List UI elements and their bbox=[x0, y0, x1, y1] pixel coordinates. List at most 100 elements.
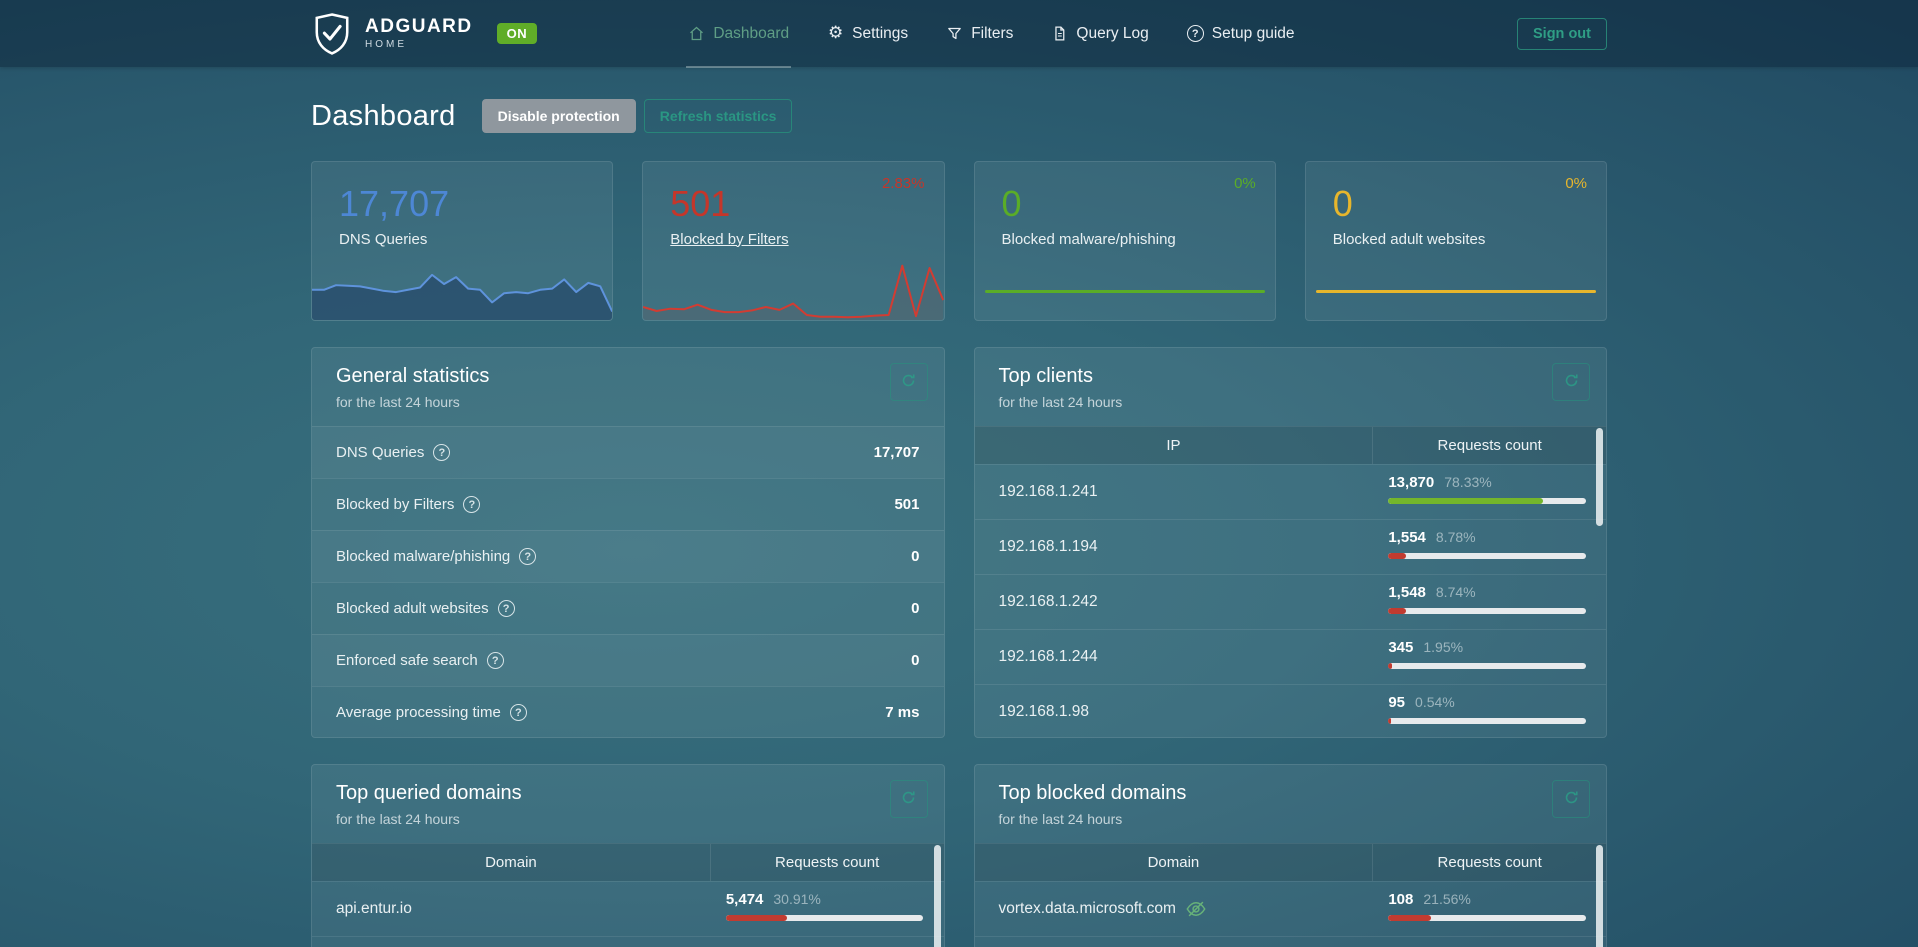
blocked-adult-sparkline bbox=[1315, 290, 1596, 293]
client-row: 192.168.1.241 13,870 78.33% bbox=[974, 464, 1606, 519]
client-row: 192.168.1.194 1,554 8.78% bbox=[974, 519, 1606, 574]
page-title: Dashboard bbox=[311, 99, 456, 132]
help-icon[interactable] bbox=[433, 444, 451, 461]
refresh-button[interactable] bbox=[1552, 780, 1590, 818]
stat-label: DNS Queries bbox=[336, 444, 425, 461]
refresh-statistics-button[interactable]: Refresh statistics bbox=[643, 99, 793, 133]
top-queried-subtitle: for the last 24 hours bbox=[336, 811, 460, 827]
brand-name: ADGUARD bbox=[365, 16, 473, 37]
general-statistics-title: General statistics bbox=[336, 365, 490, 387]
stat-label: Blocked by Filters bbox=[336, 496, 455, 513]
client-ip: 192.168.1.98 bbox=[998, 703, 1090, 720]
scrollbar-thumb[interactable] bbox=[1596, 428, 1603, 526]
card-dns-queries: 17,707 DNS Queries bbox=[311, 161, 614, 321]
request-percent: 0.54% bbox=[1415, 694, 1455, 710]
stat-row: Average processing time 7 ms bbox=[312, 686, 944, 738]
help-icon[interactable] bbox=[497, 600, 515, 617]
stat-value: 501 bbox=[894, 496, 920, 513]
document-icon bbox=[1051, 25, 1068, 42]
scrollbar-thumb[interactable] bbox=[933, 845, 941, 947]
refresh-icon bbox=[901, 373, 916, 391]
dns-queries-value: 17,707 bbox=[339, 183, 450, 224]
nav-item-settings[interactable]: ⚙ Settings bbox=[827, 14, 908, 54]
blocked-filters-value: 501 bbox=[670, 183, 731, 224]
help-icon[interactable] bbox=[509, 704, 527, 721]
stat-row: Blocked malware/phishing 0 bbox=[312, 530, 944, 582]
scrollbar-thumb[interactable] bbox=[1596, 845, 1603, 947]
general-statistics-rows: DNS Queries 17,707 Blocked by Filters 50… bbox=[312, 426, 944, 738]
top-queried-domains-panel: Top queried domains for the last 24 hour… bbox=[311, 764, 945, 947]
nav-label: Query Log bbox=[1076, 24, 1149, 42]
blocked-filters-percent: 2.83% bbox=[881, 175, 925, 192]
refresh-button[interactable] bbox=[1552, 363, 1590, 401]
main-nav: Dashboard ⚙ Settings Filters bbox=[648, 14, 1295, 68]
stat-label: Enforced safe search bbox=[336, 652, 478, 669]
column-header-domain: Domain bbox=[1147, 854, 1200, 871]
dns-queries-sparkline bbox=[312, 258, 613, 320]
blocked-malware-value: 0 bbox=[1001, 183, 1022, 224]
adguard-shield-icon bbox=[311, 12, 353, 56]
column-header-requests: Requests count bbox=[709, 844, 944, 881]
nav-item-filters[interactable]: Filters bbox=[946, 14, 1013, 54]
top-blocked-title: Top blocked domains bbox=[998, 782, 1187, 804]
general-statistics-panel: General statistics for the last 24 hours… bbox=[311, 347, 945, 738]
progress-bar bbox=[1388, 553, 1586, 559]
summary-cards: 17,707 DNS Queries 2.83% 501 Blocked by … bbox=[311, 161, 1607, 321]
eye-off-icon[interactable] bbox=[1185, 898, 1207, 920]
top-blocked-table-header: Domain Requests count bbox=[974, 843, 1606, 881]
request-percent: 1.95% bbox=[1423, 639, 1464, 655]
disable-protection-button[interactable]: Disable protection bbox=[481, 99, 636, 133]
request-percent: 8.78% bbox=[1435, 529, 1476, 545]
client-ip: 192.168.1.244 bbox=[998, 648, 1098, 665]
progress-bar bbox=[1388, 663, 1586, 669]
stat-row: Blocked by Filters 501 bbox=[312, 478, 944, 530]
refresh-button[interactable] bbox=[889, 780, 928, 818]
stat-value: 0 bbox=[911, 548, 920, 565]
request-count: 1,548 bbox=[1388, 584, 1426, 601]
refresh-icon bbox=[1564, 373, 1579, 391]
help-icon[interactable] bbox=[486, 652, 504, 669]
refresh-icon bbox=[901, 790, 916, 808]
sign-out-button[interactable]: Sign out bbox=[1517, 17, 1607, 50]
stat-row: Blocked adult websites 0 bbox=[312, 582, 944, 634]
stat-label: Average processing time bbox=[336, 704, 501, 721]
gear-icon: ⚙ bbox=[828, 23, 844, 43]
blocked-malware-percent: 0% bbox=[1234, 175, 1256, 192]
nav-item-setup-guide[interactable]: Setup guide bbox=[1186, 14, 1295, 54]
request-count: 108 bbox=[1388, 891, 1414, 908]
stat-row: Enforced safe search 0 bbox=[312, 634, 944, 686]
dns-queries-label: DNS Queries bbox=[339, 230, 428, 248]
client-ip: 192.168.1.242 bbox=[998, 593, 1098, 610]
nav-item-dashboard[interactable]: Dashboard bbox=[686, 14, 791, 68]
help-icon[interactable] bbox=[463, 496, 481, 513]
top-navbar: ADGUARD HOME ON Dashboard ⚙ Settings bbox=[0, 0, 1918, 68]
top-blocked-subtitle: for the last 24 hours bbox=[998, 811, 1123, 827]
request-percent: 21.56% bbox=[1423, 891, 1471, 907]
blocked-malware-sparkline bbox=[984, 290, 1265, 293]
adguard-logo[interactable]: ADGUARD HOME bbox=[311, 12, 473, 56]
progress-bar bbox=[1388, 498, 1586, 504]
request-count: 13,870 bbox=[1388, 474, 1435, 491]
domain-row: vortex.data.microsoft.com 108 21.56% bbox=[974, 881, 1606, 936]
request-percent: 8.74% bbox=[1435, 584, 1476, 600]
stat-value: 17,707 bbox=[873, 444, 920, 461]
blocked-filters-link[interactable]: Blocked by Filters bbox=[670, 230, 789, 248]
domain-row bbox=[974, 936, 1606, 947]
refresh-button[interactable] bbox=[889, 363, 928, 401]
top-clients-title: Top clients bbox=[998, 365, 1094, 387]
request-percent: 78.33% bbox=[1444, 474, 1492, 490]
help-icon[interactable] bbox=[519, 548, 537, 565]
top-queried-title: Top queried domains bbox=[336, 782, 522, 804]
protection-status-badge: ON bbox=[496, 23, 538, 44]
progress-bar bbox=[1388, 915, 1586, 921]
client-ip: 192.168.1.194 bbox=[998, 538, 1098, 555]
nav-label: Filters bbox=[971, 24, 1014, 42]
card-blocked-malware: 0% 0 Blocked malware/phishing bbox=[973, 161, 1276, 321]
blocked-adult-label: Blocked adult websites bbox=[1332, 230, 1486, 248]
progress-bar bbox=[1388, 608, 1586, 614]
nav-item-query-log[interactable]: Query Log bbox=[1051, 14, 1149, 54]
question-circle-icon bbox=[1186, 25, 1204, 42]
stat-value: 7 ms bbox=[885, 704, 920, 721]
request-count: 1,554 bbox=[1388, 529, 1426, 546]
